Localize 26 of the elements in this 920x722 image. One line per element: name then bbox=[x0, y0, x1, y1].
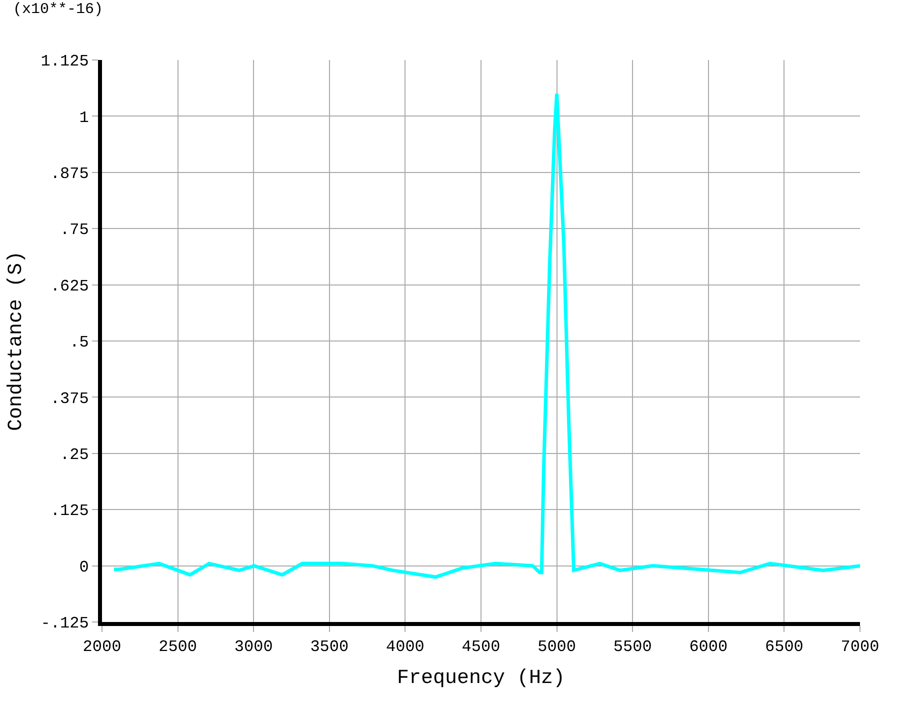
x-tick-label: 7000 bbox=[840, 638, 880, 656]
x-tick-label: 6000 bbox=[689, 638, 728, 656]
y-tick-label: 1 bbox=[79, 108, 89, 127]
x-tick-label: 5000 bbox=[538, 638, 576, 656]
y-tick-label: .25 bbox=[60, 446, 89, 464]
x-tick-label: 4500 bbox=[462, 638, 500, 656]
x-tick-label: 2000 bbox=[82, 638, 122, 656]
text: (x10**-16) bbox=[13, 1, 104, 18]
x-tick-label: 5500 bbox=[613, 638, 652, 656]
x-tick-label: 4000 bbox=[386, 638, 424, 656]
line-series bbox=[112, 92, 860, 579]
y-tick-label: .375 bbox=[50, 390, 89, 408]
y-tick-label: .75 bbox=[60, 221, 89, 240]
y-tick-label: .5 bbox=[70, 334, 89, 352]
y-tick-label: .875 bbox=[50, 165, 89, 183]
y-tick-label: .125 bbox=[50, 502, 89, 520]
y-tick-label: .625 bbox=[50, 277, 89, 296]
x-tick-label: 2500 bbox=[158, 638, 198, 656]
x-tick-label: 3500 bbox=[310, 638, 349, 656]
x-axis-title: Frequency (Hz) bbox=[396, 667, 566, 690]
x-tick-label: 6500 bbox=[764, 638, 804, 656]
y-tick-label: 0 bbox=[79, 558, 89, 576]
y-axis-title: Conductance (S) bbox=[4, 250, 28, 432]
y-tick-label: 1.125 bbox=[40, 52, 89, 71]
y-tick-label: -.125 bbox=[40, 614, 89, 633]
x-tick-label: 3000 bbox=[234, 638, 273, 656]
